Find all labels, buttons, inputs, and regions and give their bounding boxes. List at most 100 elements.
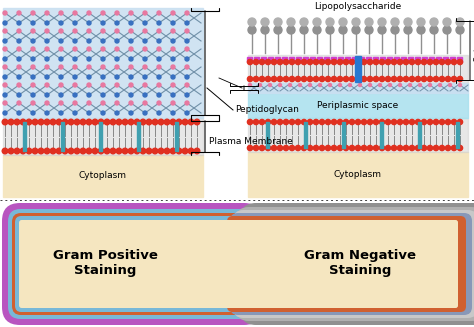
Circle shape xyxy=(185,83,189,87)
Circle shape xyxy=(86,119,92,125)
Circle shape xyxy=(439,146,445,151)
Circle shape xyxy=(87,65,91,69)
Circle shape xyxy=(365,26,373,34)
Circle shape xyxy=(283,77,289,82)
Circle shape xyxy=(374,77,379,82)
Circle shape xyxy=(415,60,420,65)
Circle shape xyxy=(290,60,295,65)
Circle shape xyxy=(361,146,366,151)
Circle shape xyxy=(433,146,438,151)
Circle shape xyxy=(343,146,348,151)
Circle shape xyxy=(287,18,295,26)
Circle shape xyxy=(439,77,445,82)
Circle shape xyxy=(378,18,386,26)
Circle shape xyxy=(115,93,119,97)
Circle shape xyxy=(157,93,161,97)
Circle shape xyxy=(272,119,277,125)
Circle shape xyxy=(457,119,463,125)
Circle shape xyxy=(17,83,21,87)
Circle shape xyxy=(313,119,319,125)
Circle shape xyxy=(3,83,7,87)
Circle shape xyxy=(258,83,262,87)
Circle shape xyxy=(87,47,91,51)
Bar xyxy=(456,122,459,148)
Circle shape xyxy=(343,60,348,65)
Circle shape xyxy=(326,26,334,34)
Circle shape xyxy=(446,77,451,82)
Bar xyxy=(331,57,337,62)
Bar xyxy=(381,122,383,148)
Circle shape xyxy=(68,148,74,154)
Circle shape xyxy=(8,148,14,154)
Circle shape xyxy=(157,47,161,51)
Circle shape xyxy=(17,75,21,79)
Circle shape xyxy=(20,119,26,125)
Bar xyxy=(304,122,308,148)
Circle shape xyxy=(115,39,119,43)
Circle shape xyxy=(457,77,463,82)
Circle shape xyxy=(143,21,147,25)
Circle shape xyxy=(185,21,189,25)
Circle shape xyxy=(157,39,161,43)
Circle shape xyxy=(319,119,325,125)
Circle shape xyxy=(326,18,334,26)
Circle shape xyxy=(300,18,308,26)
Circle shape xyxy=(116,148,122,154)
Circle shape xyxy=(59,111,63,115)
Circle shape xyxy=(367,60,373,65)
Circle shape xyxy=(348,83,352,87)
Bar xyxy=(62,122,64,151)
Circle shape xyxy=(171,29,175,33)
Circle shape xyxy=(389,83,392,87)
Circle shape xyxy=(73,39,77,43)
Circle shape xyxy=(38,148,44,154)
Circle shape xyxy=(101,83,105,87)
Circle shape xyxy=(2,148,8,154)
Circle shape xyxy=(428,77,433,82)
Circle shape xyxy=(59,29,63,33)
Circle shape xyxy=(31,101,35,105)
Bar xyxy=(437,57,441,62)
Circle shape xyxy=(392,119,397,125)
Circle shape xyxy=(129,11,133,15)
Circle shape xyxy=(272,146,277,151)
Circle shape xyxy=(289,83,292,87)
Circle shape xyxy=(361,119,366,125)
Circle shape xyxy=(59,101,63,105)
Circle shape xyxy=(277,77,283,82)
Circle shape xyxy=(419,83,421,87)
Circle shape xyxy=(379,83,382,87)
Bar xyxy=(3,8,203,118)
Circle shape xyxy=(385,119,391,125)
Circle shape xyxy=(101,21,105,25)
Circle shape xyxy=(31,29,35,33)
Circle shape xyxy=(272,77,277,82)
Circle shape xyxy=(59,57,63,61)
Circle shape xyxy=(134,148,140,154)
Circle shape xyxy=(254,146,259,151)
Circle shape xyxy=(433,119,438,125)
Circle shape xyxy=(259,77,264,82)
Circle shape xyxy=(438,83,441,87)
Circle shape xyxy=(157,83,161,87)
Circle shape xyxy=(171,75,175,79)
Circle shape xyxy=(356,119,361,125)
Circle shape xyxy=(17,29,21,33)
Circle shape xyxy=(397,60,402,65)
Circle shape xyxy=(110,119,116,125)
Circle shape xyxy=(261,18,269,26)
Circle shape xyxy=(157,111,161,115)
Circle shape xyxy=(129,75,133,79)
Circle shape xyxy=(265,60,271,65)
Bar xyxy=(355,56,361,82)
Circle shape xyxy=(143,11,147,15)
Circle shape xyxy=(59,93,63,97)
FancyBboxPatch shape xyxy=(19,220,262,308)
Circle shape xyxy=(104,148,110,154)
Circle shape xyxy=(433,77,438,82)
Circle shape xyxy=(38,119,44,125)
Circle shape xyxy=(185,93,189,97)
Circle shape xyxy=(3,47,7,51)
Circle shape xyxy=(287,26,295,34)
Circle shape xyxy=(361,77,366,82)
